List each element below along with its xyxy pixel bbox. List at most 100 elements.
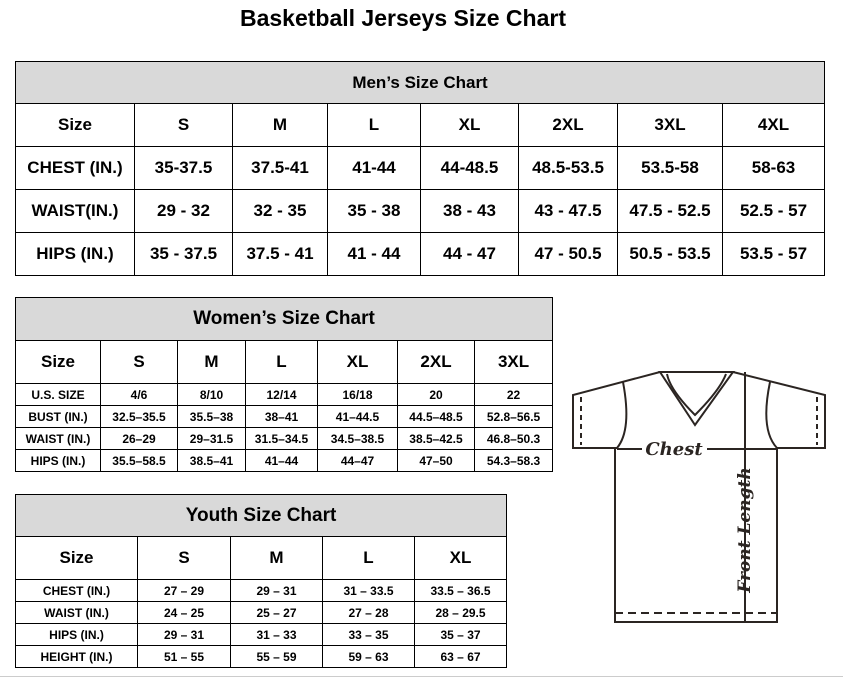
size-header-cell: 3XL [617,103,723,147]
table-cell: 32 - 35 [232,189,328,233]
mens-size-table: Men’s Size Chart Size S M L XL 2XL 3XL 4XL CHEST… [14,61,826,276]
size-header-cell: 4XL [721,103,826,147]
table-row: U.S. SIZE 4/6 8/10 12/14 16/18 20 22 [15,383,554,406]
size-header-row: Size S M L XL [15,536,508,580]
row-label: HIPS (IN.) [15,623,138,646]
table-cell: 29 - 32 [134,189,233,233]
youth-table-title: Youth Size Chart [14,494,508,537]
table-cell: 47–50 [397,449,475,472]
table-cell: 41–44.5 [317,405,398,428]
table-cell: 35 - 38 [327,189,421,233]
table-row: HIPS (IN.) 35.5–58.5 38.5–41 41–44 44–47 47–5… [15,449,554,472]
table-cell: 59 – 63 [322,645,415,668]
row-label: WAIST(IN.) [15,189,135,233]
table-row: HIPS (IN.) 29 – 31 31 – 33 33 – 35 35 – 37 [15,623,508,646]
row-label: BUST (IN.) [15,405,101,428]
table-cell: 38 - 43 [420,189,519,233]
size-header-cell: S [137,536,231,580]
table-cell: 35 – 37 [413,623,508,646]
size-header-cell: M [177,340,246,384]
table-cell: 33.5 – 36.5 [413,579,508,602]
table-cell: 31.5–34.5 [245,427,318,450]
size-header-cell: XL [413,536,508,580]
size-header-cell: S [100,340,178,384]
table-cell: 35.5–38 [177,405,246,428]
size-header-cell: L [245,340,318,384]
row-label: WAIST (IN.) [15,427,101,450]
table-cell: 47 - 50.5 [518,232,618,276]
divider [0,676,843,677]
table-row: CHEST (IN.) 35-37.5 37.5-41 41-44 44-48.5 48.… [15,146,826,190]
table-cell: 50.5 - 53.5 [617,232,723,276]
table-row: HEIGHT (IN.) 51 – 55 55 – 59 59 – 63 63 – 67 [15,645,508,668]
table-cell: 27 – 28 [322,601,415,624]
womens-size-table: Women’s Size Chart Size S M L XL 2XL 3XL U.S. S… [14,297,554,472]
table-cell: 44-48.5 [420,146,519,190]
table-cell: 28 – 29.5 [413,601,508,624]
size-header-cell: L [322,536,415,580]
shirt-outline [572,371,826,623]
table-cell: 25 – 27 [230,601,323,624]
table-cell: 52.8–56.5 [473,405,554,428]
table-cell: 55 – 59 [230,645,323,668]
table-row: CHEST (IN.) 27 – 29 29 – 31 31 – 33.5 33.5 –… [15,579,508,602]
collar-outer [658,371,735,427]
youth-size-table: Youth Size Chart Size S M L XL CHEST (IN.) 27 … [14,494,508,668]
table-cell: 43 - 47.5 [518,189,618,233]
table-row: BUST (IN.) 32.5–35.5 35.5–38 38–41 41–44.5 44… [15,405,554,428]
womens-table-title: Women’s Size Chart [14,297,554,341]
table-cell: 41-44 [327,146,421,190]
table-cell: 44–47 [317,449,398,472]
table-row: HIPS (IN.) 35 - 37.5 37.5 - 41 41 - 44 44 - … [15,232,826,276]
table-cell: 54.3–58.3 [473,449,554,472]
page-title: Basketball Jerseys Size Chart [239,5,566,31]
size-header-cell: L [327,103,421,147]
sleeve-seam-right [765,381,778,449]
table-cell: 31 – 33 [230,623,323,646]
size-label: Size [15,103,135,147]
sleeve-seam-left [616,381,628,449]
row-label: U.S. SIZE [15,383,101,406]
row-label: CHEST (IN.) [15,146,135,190]
size-header-row: Size S M L XL 2XL 3XL [15,340,554,384]
table-cell: 38.5–41 [177,449,246,472]
row-label: HIPS (IN.) [15,232,135,276]
table-row: WAIST(IN.) 29 - 32 32 - 35 35 - 38 38 - 43 43… [15,189,826,233]
size-label: Size [15,340,101,384]
table-cell: 35 - 37.5 [134,232,233,276]
table-cell: 33 – 35 [322,623,415,646]
table-cell: 24 – 25 [137,601,231,624]
table-cell: 38–41 [245,405,318,428]
size-header-cell: M [232,103,328,147]
table-cell: 41–44 [245,449,318,472]
collar-inner [666,373,727,417]
table-cell: 35-37.5 [134,146,233,190]
table-cell: 37.5 - 41 [232,232,328,276]
size-header-cell: XL [317,340,398,384]
table-cell: 53.5 - 57 [721,232,826,276]
row-label: WAIST (IN.) [15,601,138,624]
size-header-cell: 2XL [397,340,475,384]
size-header-cell: 2XL [518,103,618,147]
table-cell: 32.5–35.5 [100,405,178,428]
table-cell: 29 – 31 [137,623,231,646]
size-header-cell: 3XL [473,340,554,384]
size-header-cell: M [230,536,323,580]
jersey-measurement-diagram: Chest Front Length [572,371,826,623]
table-cell: 4/6 [100,383,178,406]
table-cell: 34.5–38.5 [317,427,398,450]
table-cell: 26–29 [100,427,178,450]
table-cell: 48.5-53.5 [518,146,618,190]
table-cell: 8/10 [177,383,246,406]
table-cell: 58-63 [721,146,826,190]
table-cell: 29–31.5 [177,427,246,450]
front-length-label: Front Length [735,467,755,593]
table-row: WAIST (IN.) 26–29 29–31.5 31.5–34.5 34.5–38.… [15,427,554,450]
table-cell: 51 – 55 [137,645,231,668]
table-cell: 53.5-58 [617,146,723,190]
mens-table-title: Men’s Size Chart [14,61,826,104]
table-cell: 38.5–42.5 [397,427,475,450]
table-cell: 35.5–58.5 [100,449,178,472]
size-header-cell: XL [420,103,519,147]
table-cell: 37.5-41 [232,146,328,190]
